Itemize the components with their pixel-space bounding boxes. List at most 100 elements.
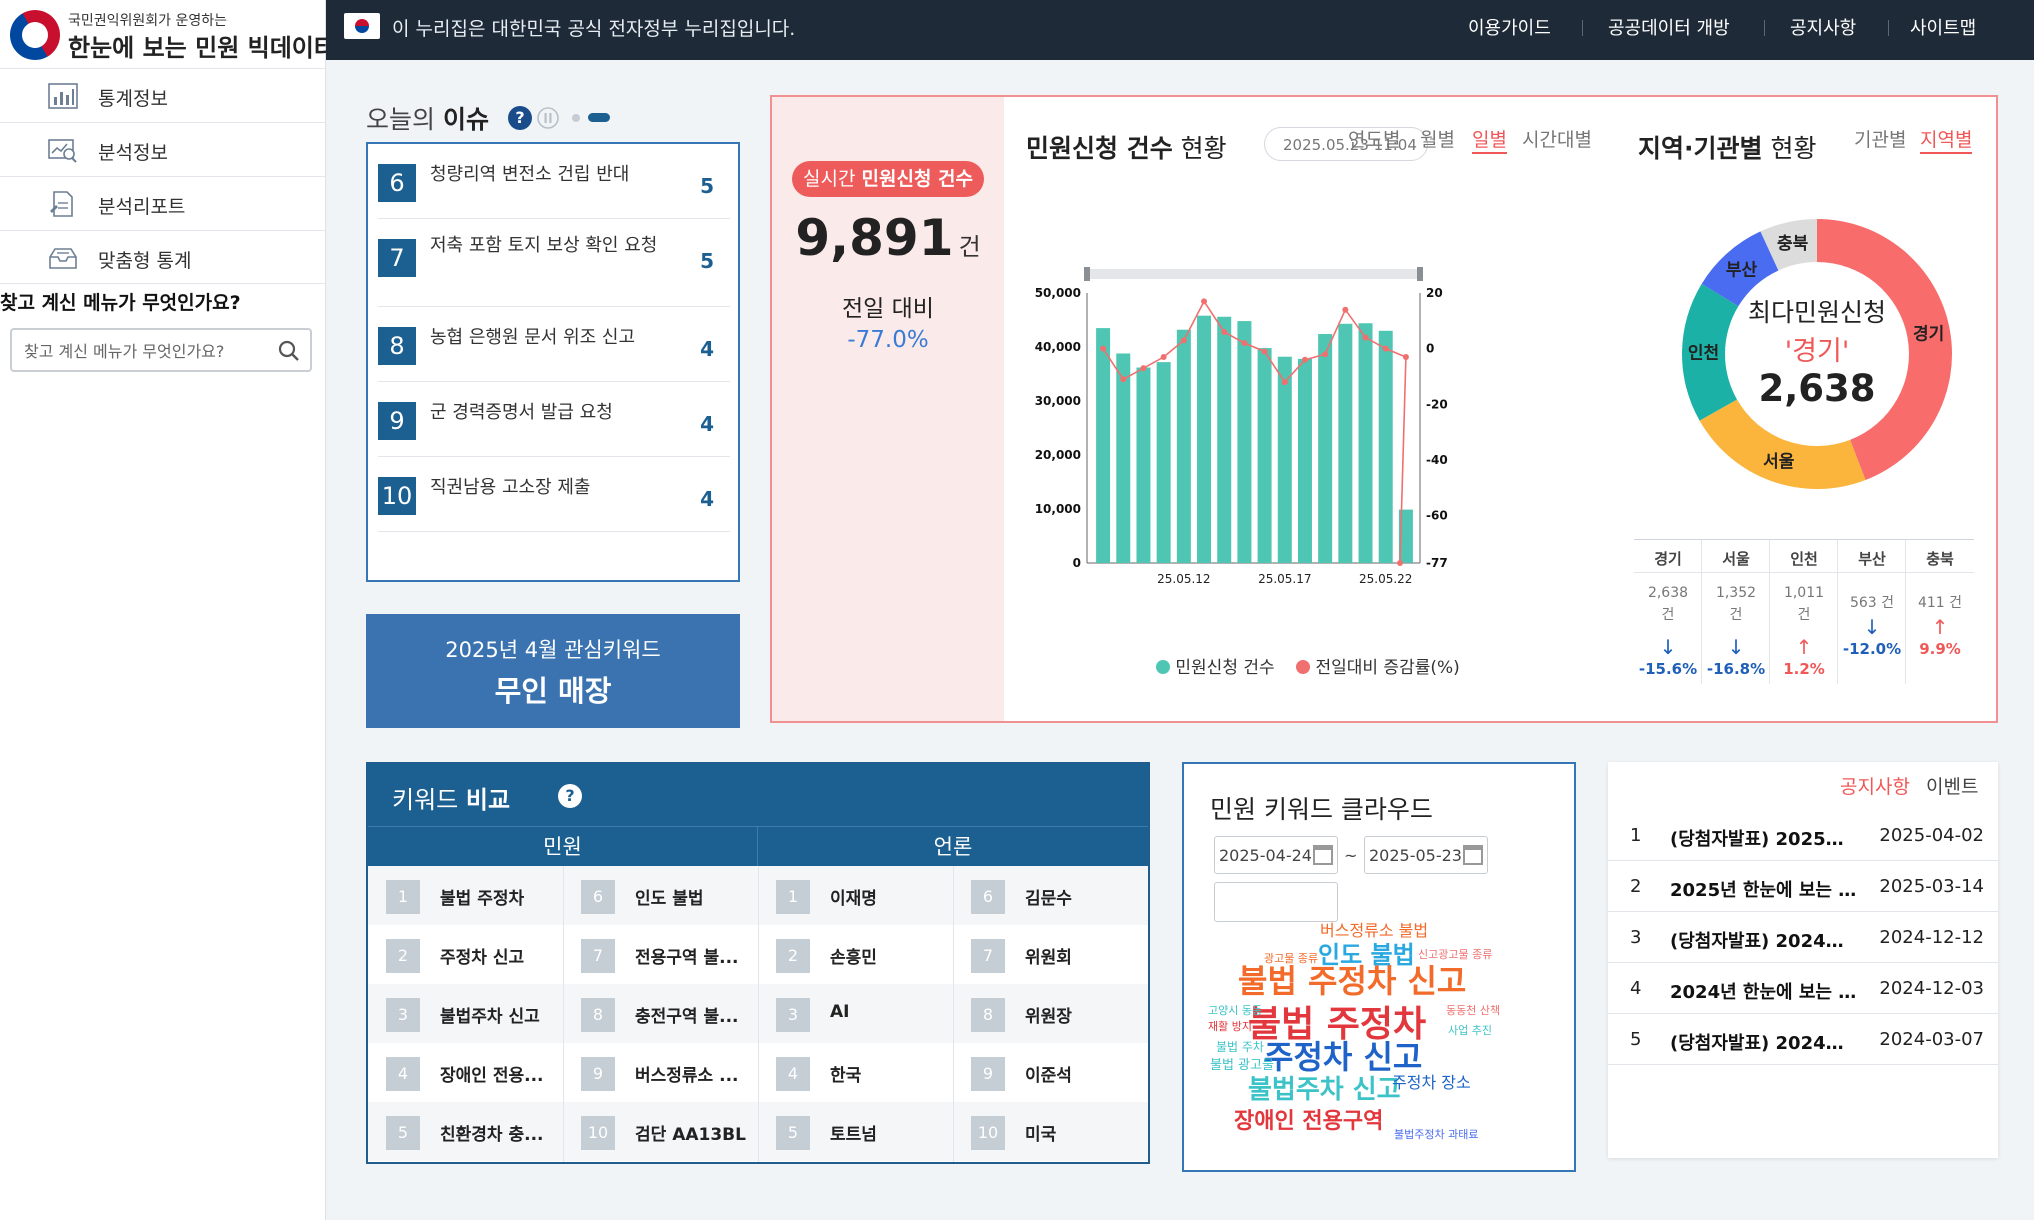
bar[interactable] bbox=[1318, 334, 1333, 563]
bar[interactable] bbox=[1237, 321, 1252, 563]
line-point[interactable] bbox=[1397, 560, 1403, 566]
bar[interactable] bbox=[1176, 329, 1191, 563]
help-icon[interactable]: ? bbox=[508, 106, 532, 130]
notice-row[interactable]: 4 2024년 한눈에 보는 민원 빅데이터 2024-12-03 bbox=[1608, 963, 1998, 1014]
keyword-item[interactable]: 6 인도 불법 bbox=[563, 866, 758, 925]
line-point[interactable] bbox=[1261, 348, 1268, 355]
bar[interactable] bbox=[1217, 316, 1232, 563]
range-handle-right[interactable] bbox=[1417, 267, 1423, 281]
cloud-word[interactable]: 버스정류소 불법 bbox=[1320, 921, 1429, 940]
bar[interactable] bbox=[1096, 328, 1111, 563]
line-point[interactable] bbox=[1180, 337, 1187, 344]
donut-slice[interactable] bbox=[1817, 219, 1952, 480]
donut-slice[interactable] bbox=[1760, 219, 1817, 271]
line-point[interactable] bbox=[1281, 379, 1288, 386]
keyword-item[interactable]: 10 검단 AA13BL bbox=[563, 1102, 758, 1161]
bar[interactable] bbox=[1358, 323, 1373, 563]
keyword-item[interactable]: 8 충전구역 불... bbox=[563, 984, 758, 1043]
bar[interactable] bbox=[1136, 367, 1151, 563]
keyword-item[interactable]: 6 김문수 bbox=[953, 866, 1148, 925]
issue-item[interactable]: 10 직권남용 고소장 제출 4 bbox=[378, 457, 730, 532]
line-point[interactable] bbox=[1160, 354, 1167, 361]
date-from-input[interactable]: 2025-04-24 bbox=[1214, 836, 1338, 874]
cloud-word[interactable]: 불법 주정차 신고 bbox=[1238, 962, 1467, 1000]
cloud-word[interactable]: 인도 불법 bbox=[1318, 941, 1415, 969]
tab-monthly[interactable]: 월별 bbox=[1420, 129, 1455, 151]
cloud-word[interactable]: 불법주정차 과태료 bbox=[1394, 1128, 1479, 1141]
cloud-word[interactable]: 주정차 장소 bbox=[1392, 1073, 1471, 1092]
issue-item[interactable]: 9 군 경력증명서 발급 요청 4 bbox=[378, 382, 730, 457]
carousel-dot[interactable] bbox=[572, 114, 580, 122]
cloud-word[interactable]: 광고물 종류 bbox=[1264, 952, 1319, 965]
line-point[interactable] bbox=[1201, 298, 1208, 305]
keyword-item[interactable]: 3 AI bbox=[758, 984, 953, 1043]
cloud-word[interactable]: 주정차 신고 bbox=[1264, 1038, 1423, 1076]
line-point[interactable] bbox=[1221, 328, 1228, 335]
cloud-word[interactable]: 불법 주정차 bbox=[1248, 1004, 1427, 1045]
bar[interactable] bbox=[1156, 362, 1171, 563]
cloud-word[interactable]: 장애인 전용구역 bbox=[1234, 1109, 1384, 1134]
keyword-item[interactable]: 1 불법 주정차 bbox=[368, 866, 563, 925]
cloud-word[interactable]: 고양시 동동 bbox=[1208, 1004, 1263, 1017]
notice-row[interactable]: 3 (당첨자발표) 2024년 한눈에 보는 민원 2024-12-12 bbox=[1608, 912, 1998, 963]
line-point[interactable] bbox=[1140, 365, 1147, 372]
help-icon[interactable]: ? bbox=[558, 784, 582, 808]
site-logo[interactable]: 국민권익위원회가 운영하는 한눈에 보는 민원 빅데이터 bbox=[0, 0, 336, 70]
cloud-word[interactable]: 불법 광고물 bbox=[1210, 1058, 1274, 1073]
line-point[interactable] bbox=[1382, 345, 1389, 352]
keyword-item[interactable]: 10 미국 bbox=[953, 1102, 1148, 1161]
chart-range-scrollbar[interactable] bbox=[1087, 269, 1420, 279]
top-link-open-data[interactable]: 공공데이터 개방 bbox=[1608, 18, 1730, 39]
line-point[interactable] bbox=[1342, 306, 1349, 313]
pause-icon[interactable] bbox=[536, 106, 560, 130]
menu-search-input[interactable] bbox=[24, 338, 264, 364]
issue-item[interactable]: 7 저축 포함 토지 보상 확인 요청 5 bbox=[378, 219, 730, 307]
line-point[interactable] bbox=[1402, 354, 1409, 361]
bar[interactable] bbox=[1116, 353, 1131, 563]
line-point[interactable] bbox=[1301, 356, 1308, 363]
keyword-item[interactable]: 5 토트넘 bbox=[758, 1102, 953, 1161]
keyword-item[interactable]: 9 이준석 bbox=[953, 1043, 1148, 1102]
keyword-item[interactable]: 7 전용구역 불... bbox=[563, 925, 758, 984]
search-icon[interactable] bbox=[278, 340, 300, 362]
top-link-guide[interactable]: 이용가이드 bbox=[1468, 18, 1551, 39]
bar[interactable] bbox=[1257, 348, 1272, 563]
cloud-word[interactable]: 동동천 산책 bbox=[1446, 1004, 1501, 1017]
cloud-word[interactable]: 재활 방지 bbox=[1208, 1020, 1252, 1033]
calendar-icon[interactable] bbox=[1313, 845, 1333, 865]
line-point[interactable] bbox=[1322, 351, 1329, 358]
tab-event[interactable]: 이벤트 bbox=[1926, 776, 1979, 798]
keyword-item[interactable]: 1 이재명 bbox=[758, 866, 953, 925]
donut-slice[interactable] bbox=[1701, 231, 1779, 307]
keyword-item[interactable]: 8 위원장 bbox=[953, 984, 1148, 1043]
cloud-word[interactable]: 신고광고물 종류 bbox=[1418, 948, 1493, 961]
line-point[interactable] bbox=[1241, 340, 1248, 347]
calendar-icon[interactable] bbox=[1463, 845, 1483, 865]
carousel-dot-active[interactable] bbox=[588, 113, 610, 122]
issue-item[interactable]: 6 청량리역 변전소 건립 반대 5 bbox=[378, 144, 730, 219]
line-point[interactable] bbox=[1100, 345, 1107, 352]
keyword-item[interactable]: 2 손흥민 bbox=[758, 925, 953, 984]
keyword-item[interactable]: 5 친환경차 충... bbox=[368, 1102, 563, 1161]
tab-notice[interactable]: 공지사항 bbox=[1840, 776, 1910, 798]
keyword-item[interactable]: 4 장애인 전용... bbox=[368, 1043, 563, 1102]
cloud-keyword-input[interactable] bbox=[1214, 882, 1338, 922]
sidebar-item-analysis[interactable]: 분석정보 bbox=[0, 122, 326, 176]
tab-by-agency[interactable]: 기관별 bbox=[1854, 129, 1907, 151]
sidebar-item-report[interactable]: 분석리포트 bbox=[0, 176, 326, 230]
cloud-word[interactable]: 불법주차 신고 bbox=[1248, 1075, 1401, 1105]
keyword-item[interactable]: 2 주정차 신고 bbox=[368, 925, 563, 984]
bar[interactable] bbox=[1338, 323, 1353, 563]
keyword-item[interactable]: 4 한국 bbox=[758, 1043, 953, 1102]
bar[interactable] bbox=[1277, 356, 1292, 563]
sidebar-item-custom-stats[interactable]: 맞춤형 통계 bbox=[0, 230, 326, 284]
bar[interactable] bbox=[1297, 358, 1312, 563]
tab-yearly[interactable]: 연도별 bbox=[1348, 129, 1401, 151]
donut-slice[interactable] bbox=[1682, 283, 1739, 421]
donut-slice[interactable] bbox=[1699, 399, 1866, 489]
tab-hourly[interactable]: 시간대별 bbox=[1522, 129, 1592, 151]
cloud-word[interactable]: 사업 추진 bbox=[1448, 1024, 1492, 1037]
date-to-input[interactable]: 2025-05-23 bbox=[1364, 836, 1488, 874]
keyword-item[interactable]: 3 불법주차 신고 bbox=[368, 984, 563, 1043]
tab-by-region[interactable]: 지역별 bbox=[1920, 125, 1973, 154]
